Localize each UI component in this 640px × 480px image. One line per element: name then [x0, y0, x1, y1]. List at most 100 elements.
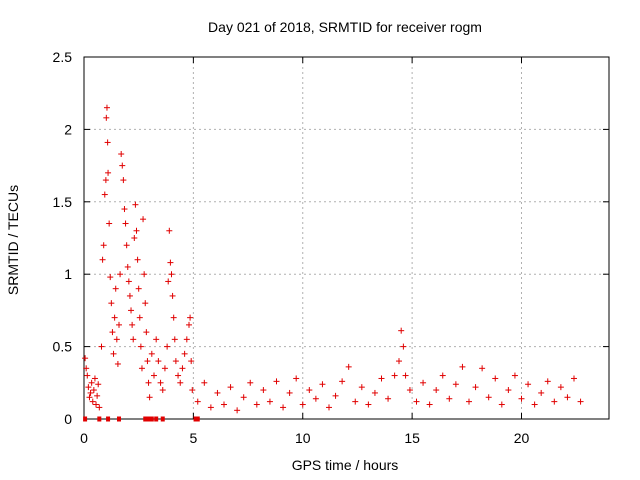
data-point [98, 343, 105, 350]
data-point [365, 401, 372, 408]
data-point [82, 355, 89, 362]
data-point [247, 379, 254, 386]
zero-point [193, 416, 198, 422]
data-point [345, 363, 352, 370]
data-point [84, 372, 91, 379]
data-point [144, 358, 151, 365]
data-point [319, 381, 326, 388]
data-point [479, 365, 486, 372]
data-point [207, 404, 214, 411]
zero-point [146, 416, 151, 422]
y-tick-label: 1 [64, 266, 72, 282]
data-point [371, 389, 378, 396]
data-point [101, 191, 108, 198]
data-point [234, 407, 241, 414]
data-point [128, 307, 135, 314]
data-point [293, 375, 300, 382]
data-point [135, 285, 142, 292]
data-point [459, 363, 466, 370]
axis-ticks [83, 56, 609, 420]
data-point [164, 343, 171, 350]
data-point [123, 242, 130, 249]
data-point [312, 395, 319, 402]
data-point [117, 271, 124, 278]
data-point [151, 372, 157, 379]
data-point [105, 169, 112, 176]
data-point [85, 384, 92, 391]
data-point [525, 381, 532, 388]
data-point [420, 379, 427, 386]
data-point [189, 387, 196, 394]
data-point [134, 256, 141, 263]
data-point [106, 220, 113, 227]
x-tick-label: 5 [189, 430, 197, 446]
zero-point [83, 416, 88, 422]
data-point [114, 360, 121, 367]
data-point [221, 401, 227, 408]
data-point [518, 395, 525, 402]
data-points [82, 104, 584, 422]
data-point [177, 379, 184, 386]
data-point [109, 329, 116, 336]
y-tick-label: 0 [64, 411, 72, 427]
data-point [452, 381, 459, 388]
data-point [181, 350, 188, 357]
data-point [227, 384, 234, 391]
data-point [571, 375, 577, 382]
data-point [426, 401, 433, 408]
data-point [112, 285, 119, 292]
data-point [498, 401, 505, 408]
data-point [88, 379, 95, 386]
data-point [83, 365, 90, 372]
x-tick-label: 15 [404, 430, 420, 446]
data-point [544, 378, 551, 385]
data-point [119, 162, 126, 169]
data-point [260, 387, 267, 394]
data-point [104, 139, 111, 146]
data-point [505, 387, 512, 394]
data-point [136, 314, 143, 321]
data-point [167, 259, 174, 266]
data-point [352, 398, 359, 405]
data-point [577, 398, 584, 405]
grid [84, 57, 609, 419]
data-point [253, 401, 260, 408]
data-point [142, 300, 149, 307]
x-tick-label: 0 [80, 430, 88, 446]
data-point [107, 274, 114, 281]
data-point [94, 392, 101, 399]
data-point [339, 378, 346, 385]
x-tick-label: 20 [514, 430, 530, 446]
data-point [492, 375, 499, 382]
data-point [201, 379, 208, 386]
data-point [118, 151, 125, 158]
data-point [446, 395, 453, 402]
data-point [125, 278, 132, 285]
data-point [120, 177, 127, 184]
data-point [100, 242, 107, 249]
x-axis-label: GPS time / hours [292, 457, 399, 473]
data-point [148, 350, 155, 357]
data-point [511, 372, 518, 379]
data-point [188, 358, 195, 365]
data-point [170, 314, 177, 321]
data-point [129, 321, 136, 328]
data-point [157, 379, 164, 386]
data-point [90, 387, 97, 394]
data-point [358, 384, 365, 391]
data-point [551, 398, 558, 405]
chart-title: Day 021 of 2018, SRMTID for receiver rog… [208, 19, 482, 35]
data-point [538, 389, 545, 396]
zero-point [154, 416, 159, 422]
data-point [286, 389, 293, 396]
zero-point [149, 416, 154, 422]
data-point [564, 394, 571, 401]
data-point [433, 387, 440, 394]
data-point [138, 365, 145, 372]
data-point [155, 358, 162, 365]
data-point [159, 387, 166, 394]
data-point [99, 256, 106, 263]
data-point [153, 336, 160, 343]
data-point [165, 278, 172, 285]
